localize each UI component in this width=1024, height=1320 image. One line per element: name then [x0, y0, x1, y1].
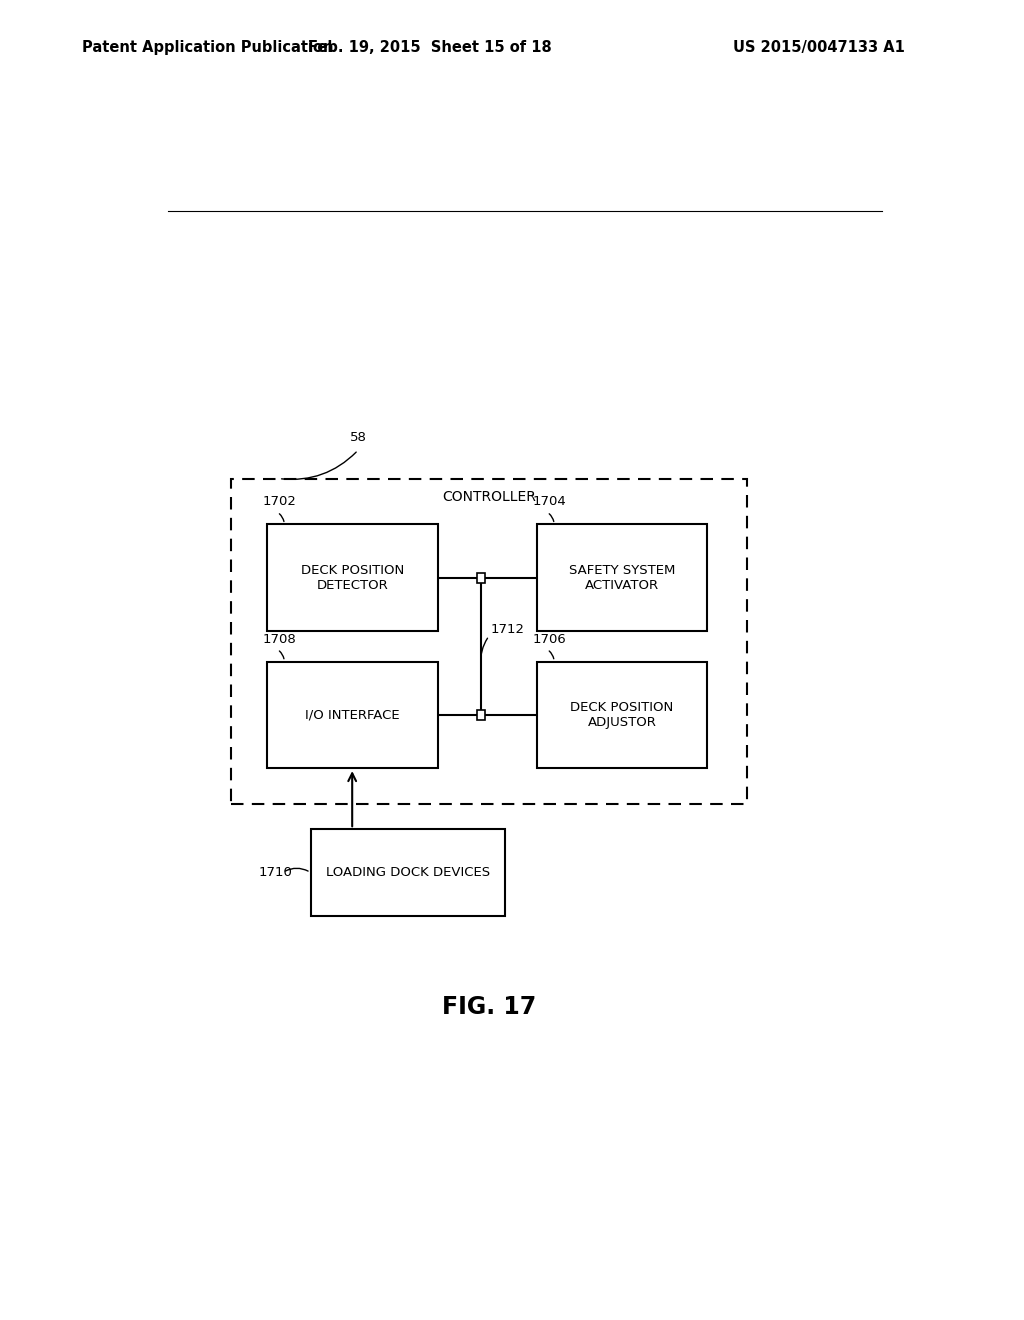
Text: Feb. 19, 2015  Sheet 15 of 18: Feb. 19, 2015 Sheet 15 of 18: [308, 40, 552, 55]
Bar: [537, 524, 708, 631]
Text: DECK POSITION
ADJUSTOR: DECK POSITION ADJUSTOR: [570, 701, 674, 729]
Text: FIG. 17: FIG. 17: [442, 995, 537, 1019]
Bar: [231, 479, 748, 804]
Text: LOADING DOCK DEVICES: LOADING DOCK DEVICES: [326, 866, 489, 879]
Bar: [267, 524, 437, 631]
Text: CONTROLLER: CONTROLLER: [442, 490, 536, 504]
Text: 1710: 1710: [259, 866, 293, 879]
Bar: [310, 829, 505, 916]
Text: SAFETY SYSTEM
ACTIVATOR: SAFETY SYSTEM ACTIVATOR: [568, 564, 675, 591]
Text: US 2015/0047133 A1: US 2015/0047133 A1: [733, 40, 905, 55]
Text: DECK POSITION
DETECTOR: DECK POSITION DETECTOR: [301, 564, 403, 591]
Text: 1706: 1706: [532, 632, 566, 645]
Bar: [477, 573, 485, 582]
Bar: [267, 661, 437, 768]
Text: Patent Application Publication: Patent Application Publication: [82, 40, 334, 55]
Bar: [477, 710, 485, 719]
Text: 58: 58: [350, 432, 367, 445]
Text: 1708: 1708: [263, 632, 297, 645]
Text: 1704: 1704: [532, 495, 566, 508]
Text: 1702: 1702: [263, 495, 297, 508]
Text: 1712: 1712: [490, 623, 524, 636]
Bar: [537, 661, 708, 768]
Text: I/O INTERFACE: I/O INTERFACE: [305, 709, 399, 721]
